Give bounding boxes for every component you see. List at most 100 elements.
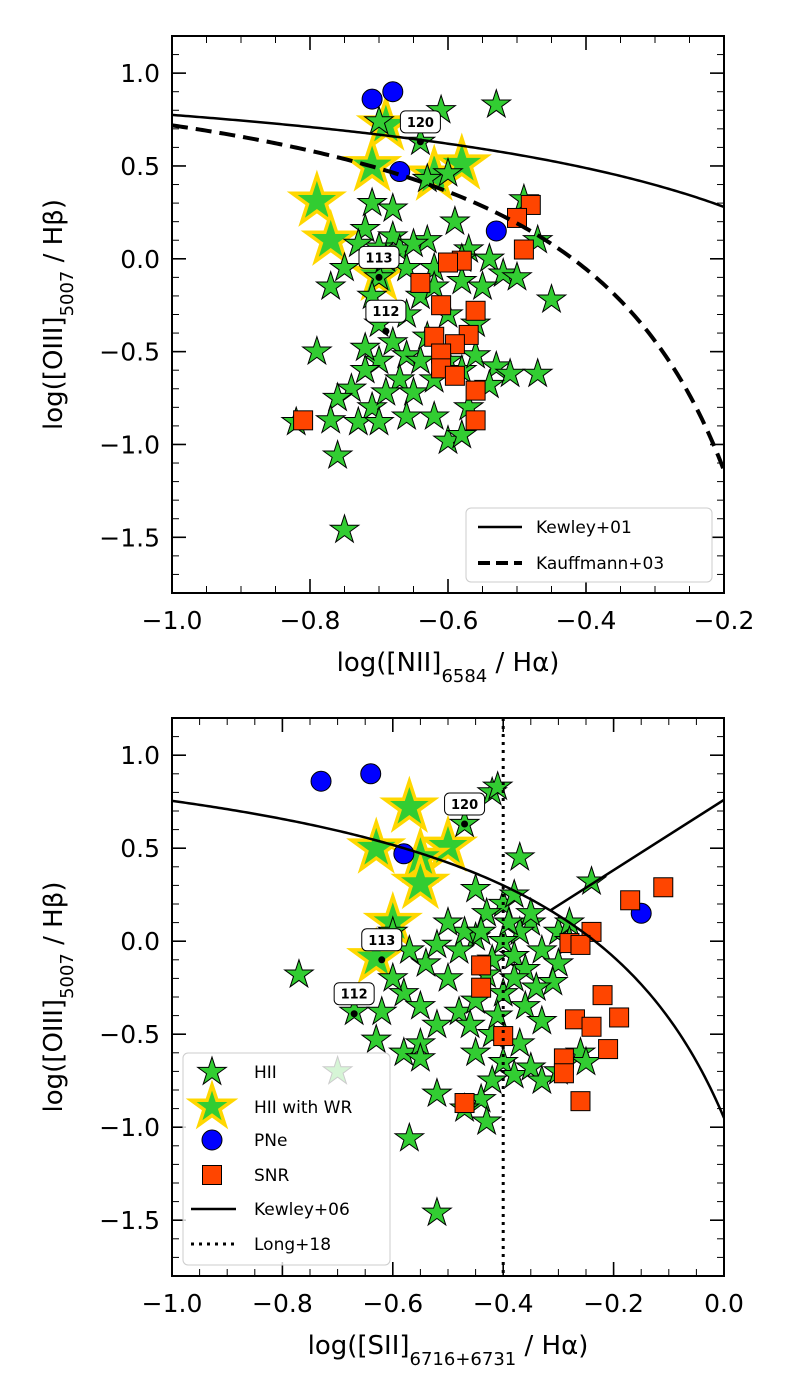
point-hii	[349, 353, 382, 384]
y-tick-label: −0.5	[99, 1020, 160, 1049]
point-hii	[432, 156, 464, 187]
point-hii	[349, 212, 382, 243]
y-axis-title: log([OIII]5007 / Hβ)	[39, 882, 78, 1113]
legend-label-kewley06: Kewley+06	[254, 1200, 350, 1220]
x-tick-label: −1.0	[142, 1289, 203, 1318]
annotation-dot	[375, 273, 383, 281]
point-hii	[314, 270, 347, 301]
point-hii	[388, 976, 420, 1007]
point-hii-with-wr	[431, 132, 492, 190]
plot-area: 120 113 112	[172, 718, 724, 1276]
y-tick-label: 1.0	[120, 741, 160, 770]
bpt-sii-panel: 120 113 112 −1.0 −0.8 −0.6 −0.4 −0.2 0.0 1.0 0.5 0.…	[39, 717, 744, 1370]
point-snr	[513, 239, 534, 260]
point-snr	[581, 1016, 602, 1037]
point-hii	[342, 227, 375, 258]
point-hii	[459, 1036, 492, 1067]
point-hii	[328, 513, 361, 544]
point-snr	[444, 365, 465, 386]
annotation-dot	[461, 820, 469, 828]
y-axis-title-tail: / Hβ)	[39, 882, 69, 954]
legend-swatch-snr	[202, 1165, 222, 1185]
point-hii	[465, 915, 497, 946]
point-hii	[421, 1008, 453, 1039]
point-hii	[481, 770, 514, 801]
y-axis-title: log([OIII]5007 / Hβ)	[39, 199, 78, 430]
point-hii	[376, 961, 409, 992]
kewley06-line	[172, 799, 724, 1119]
point-hii	[498, 961, 531, 992]
y-tick-label: −1.5	[99, 1206, 160, 1235]
x-axis-title-main: log([SII]	[308, 1331, 410, 1361]
point-hii	[383, 362, 416, 393]
point-hii	[570, 1045, 602, 1076]
y-tick-label: 0.0	[120, 245, 160, 274]
point-hii	[314, 403, 347, 434]
point-snr	[465, 380, 486, 401]
point-hii	[526, 933, 558, 964]
point-hii	[439, 205, 471, 236]
x-axis-title-sub: 6716+6731	[410, 1349, 517, 1370]
annotation-box	[333, 982, 375, 1006]
point-snr	[493, 1026, 514, 1047]
point-snr	[424, 326, 445, 347]
annotation-box	[399, 110, 441, 134]
point-snr	[431, 295, 452, 316]
annotation-box	[444, 792, 486, 816]
point-hii	[445, 264, 478, 295]
point-hii	[480, 349, 513, 380]
legend-label-kauffmann03: Kauffmann+03	[536, 554, 664, 574]
point-snr	[592, 985, 613, 1006]
y-axis-title-sub: 5007	[57, 953, 78, 999]
point-hii	[376, 192, 409, 223]
legend-swatch-hii	[196, 1055, 228, 1086]
point-pne	[485, 220, 507, 242]
y-tick-label: 1.0	[120, 59, 160, 88]
legend-label-hii: HII	[254, 1063, 277, 1083]
annotation-label: 113	[365, 251, 392, 266]
annotation-dot	[378, 956, 386, 964]
point-hii	[459, 338, 492, 369]
point-snr	[570, 934, 591, 955]
point-hii	[520, 971, 553, 1002]
point-hii	[376, 219, 409, 250]
x-tick-label: −0.2	[583, 1289, 644, 1318]
point-hii	[390, 400, 423, 431]
x-tick-label: −0.6	[418, 606, 479, 635]
annotation-label: 120	[407, 116, 434, 131]
point-hii	[404, 989, 437, 1020]
point-hii-with-wr	[286, 169, 348, 227]
x-axis-title-tail: / Hα)	[487, 648, 559, 678]
point-hii	[390, 338, 423, 369]
point-snr	[438, 252, 458, 273]
y-tick-label: −0.5	[99, 338, 160, 367]
point-hii	[480, 88, 513, 119]
point-hii	[494, 357, 526, 388]
kewley06-liner-line	[549, 798, 724, 912]
y-axis-title-tail: / Hβ)	[39, 199, 69, 271]
point-snr	[598, 1039, 619, 1060]
plot-area: 120 113 112	[172, 81, 724, 544]
point-hii	[404, 344, 437, 375]
annotation-label: 112	[341, 988, 368, 1003]
point-hii	[421, 1077, 453, 1108]
legend-label-long18: Long+18	[254, 1235, 331, 1255]
point-hii	[421, 928, 453, 959]
point-snr	[471, 955, 492, 976]
point-snr	[553, 1063, 574, 1084]
point-hii	[349, 331, 382, 362]
legend-top: Kewley+01 Kauffmann+03	[465, 507, 713, 583]
point-hii	[421, 1196, 453, 1227]
annotation-label: 112	[372, 305, 399, 320]
y-tick-label: −1.0	[99, 1113, 160, 1142]
point-snr	[609, 1007, 630, 1028]
point-hii	[397, 227, 430, 258]
series-snr	[293, 194, 541, 431]
point-hii	[410, 946, 442, 977]
y-tick-label: 0.0	[120, 927, 160, 956]
point-snr	[465, 410, 486, 431]
legend-label-pne: PNe	[254, 1131, 287, 1151]
point-hii-with-wr	[300, 208, 361, 266]
point-hii	[470, 1105, 503, 1136]
